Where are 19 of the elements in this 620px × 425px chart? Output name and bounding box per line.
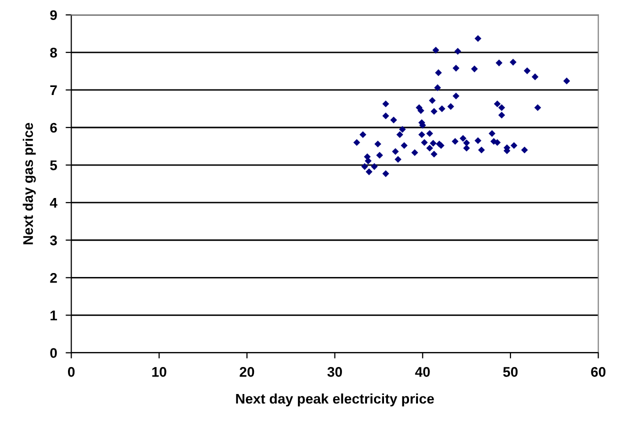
y-tick-label: 9 bbox=[50, 10, 57, 20]
x-tick-label: 50 bbox=[503, 367, 518, 377]
y-tick-label: 0 bbox=[50, 348, 57, 358]
y-tick-label: 5 bbox=[50, 160, 58, 170]
y-tick-label: 8 bbox=[50, 48, 57, 58]
x-tick-label: 40 bbox=[415, 367, 430, 377]
y-tick-label: 2 bbox=[50, 273, 57, 283]
y-tick-label: 7 bbox=[50, 85, 57, 95]
y-tick-label: 1 bbox=[50, 310, 58, 320]
x-tick-label: 10 bbox=[152, 367, 166, 377]
x-tick-label: 30 bbox=[327, 367, 342, 377]
y-axis-title: Next day gas price bbox=[22, 122, 36, 244]
y-tick-label: 3 bbox=[50, 235, 57, 246]
x-tick-label: 60 bbox=[591, 367, 606, 377]
y-tick-label: 4 bbox=[50, 198, 58, 208]
x-axis-title: Next day peak electricity price bbox=[236, 393, 434, 406]
x-tick-label: 0 bbox=[68, 367, 75, 377]
y-tick-label: 6 bbox=[50, 122, 57, 133]
x-tick-label: 20 bbox=[240, 367, 254, 377]
